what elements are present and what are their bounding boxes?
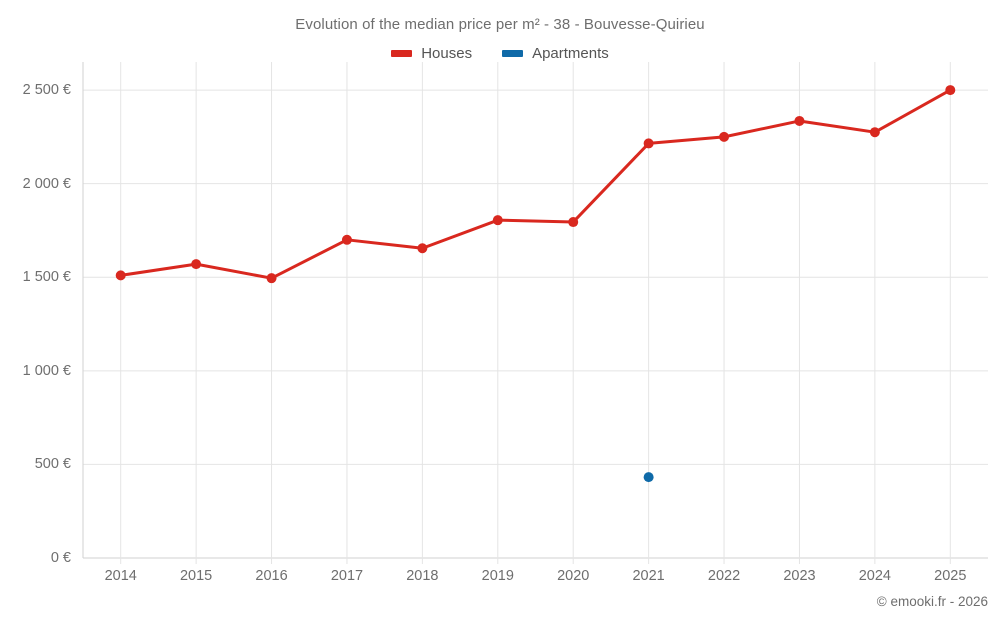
data-point-houses-2021[interactable] <box>643 138 654 149</box>
legend-swatch-apartments <box>502 50 524 57</box>
chart-legend: Houses Apartments <box>0 45 1000 62</box>
y-tick-label: 1 500 € <box>22 269 71 286</box>
legend-item-apartments[interactable]: Apartments <box>502 45 609 62</box>
x-tick-label: 2019 <box>481 568 514 584</box>
data-point-apartments-2021[interactable] <box>643 472 654 483</box>
x-tick-label: 2016 <box>255 568 288 584</box>
legend-swatch-houses <box>391 50 413 57</box>
chart-title: Evolution of the median price per m² - 3… <box>295 16 705 33</box>
data-point-houses-2025[interactable] <box>945 85 956 96</box>
y-tick-label: 2 500 € <box>22 82 71 99</box>
data-point-houses-2024[interactable] <box>869 127 880 138</box>
data-point-houses-2018[interactable] <box>417 243 428 254</box>
series-lines <box>119 88 952 280</box>
series-line-houses <box>119 88 952 280</box>
x-gridlines <box>120 62 951 564</box>
gridlines <box>83 89 988 559</box>
y-tick-label: 1 000 € <box>22 362 71 379</box>
y-tick-label: 2 000 € <box>22 175 71 192</box>
legend-label-houses: Houses <box>421 45 473 62</box>
x-tick-label: 2024 <box>858 568 892 584</box>
data-point-houses-2015[interactable] <box>191 259 202 270</box>
x-tick-label: 2025 <box>934 568 967 584</box>
data-point-houses-2014[interactable] <box>115 270 126 281</box>
data-point-houses-2020[interactable] <box>568 217 579 228</box>
x-tick-label: 2020 <box>557 568 590 584</box>
x-tick-label: 2018 <box>406 568 439 584</box>
data-point-houses-2023[interactable] <box>794 115 805 126</box>
x-tick-label: 2017 <box>330 568 364 584</box>
x-tick-label: 2021 <box>632 568 665 584</box>
y-tick-label: 500 € <box>34 456 71 473</box>
x-tick-label: 2014 <box>104 568 137 584</box>
data-point-houses-2017[interactable] <box>341 234 352 245</box>
x-tick-label: 2023 <box>783 568 816 584</box>
x-tick-label: 2022 <box>707 568 741 584</box>
data-point-houses-2016[interactable] <box>266 273 277 284</box>
data-point-houses-2019[interactable] <box>492 215 503 226</box>
x-tick-label: 2015 <box>179 568 213 584</box>
credit-text: © emooki.fr - 2026 <box>876 594 988 609</box>
legend-item-houses[interactable]: Houses <box>391 45 472 62</box>
series-points <box>115 85 956 483</box>
data-point-houses-2022[interactable] <box>719 131 730 142</box>
y-tick-label: 0 € <box>50 550 71 566</box>
legend-label-apartments: Apartments <box>532 45 609 62</box>
